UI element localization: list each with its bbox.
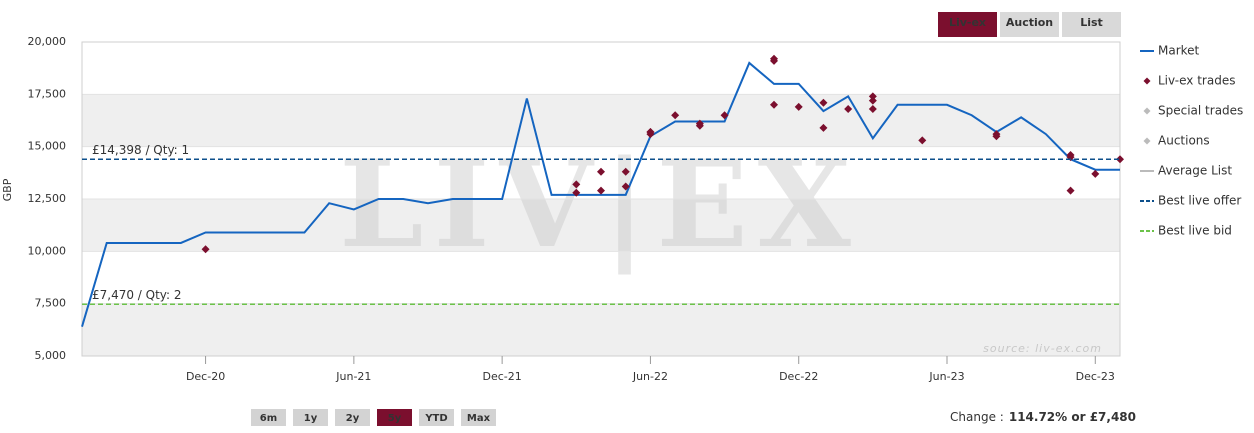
trade-point <box>770 100 778 109</box>
legend-label[interactable]: Best live offer <box>1158 194 1241 208</box>
reference-label: £14,398 / Qty: 1 <box>92 143 189 157</box>
legend-label[interactable]: Average List <box>1158 164 1232 178</box>
legend-symbol <box>1143 77 1151 85</box>
x-tick-label: Dec-22 <box>779 370 818 383</box>
range-button[interactable] <box>293 409 328 426</box>
trade-point <box>720 111 729 120</box>
y-axis-label: GBP <box>1 178 14 201</box>
trade-point <box>844 104 853 113</box>
trade-point <box>572 188 581 197</box>
legend-label[interactable]: Liv-ex trades <box>1158 74 1235 88</box>
legend-label[interactable]: Market <box>1158 44 1200 58</box>
legend-label[interactable]: Best live bid <box>1158 224 1232 238</box>
range-button[interactable] <box>419 409 454 426</box>
trade-point <box>621 167 630 176</box>
trade-point <box>918 136 927 145</box>
trade-point <box>646 128 655 137</box>
trade-point <box>868 104 877 113</box>
range-button[interactable] <box>377 409 412 426</box>
plot-border <box>81 41 1121 357</box>
tab-label: Auction <box>1006 16 1053 29</box>
x-tick-label: Jun-21 <box>335 370 371 383</box>
change-value: 114.72% or £7,480 <box>1009 410 1136 424</box>
reference-label: £7,470 / Qty: 2 <box>92 288 182 302</box>
trade-point <box>819 123 828 132</box>
tab-label: List <box>1080 16 1103 29</box>
range-label: 5y <box>388 413 402 424</box>
trade-point <box>201 245 210 254</box>
x-tick-label: Dec-21 <box>483 370 522 383</box>
range-button[interactable] <box>335 409 370 426</box>
trade-point <box>1066 186 1075 195</box>
y-tick-label: 15,000 <box>28 140 67 153</box>
trade-point <box>695 121 704 130</box>
range-label: 2y <box>346 413 360 424</box>
tab-button[interactable] <box>1062 12 1121 37</box>
trade-point <box>992 132 1001 141</box>
range-label: 6m <box>260 413 277 424</box>
y-tick-label: 5,000 <box>35 349 67 362</box>
legend-symbol <box>1143 137 1151 145</box>
range-label: Max <box>467 413 491 424</box>
trade-point <box>1116 155 1124 164</box>
market-line <box>81 61 1120 327</box>
tab-label: Liv-ex <box>949 16 986 29</box>
credit: source: liv-ex.com <box>983 342 1102 355</box>
tab-button[interactable] <box>1000 12 1059 37</box>
change-label: Change : <box>950 410 1004 424</box>
legend-label[interactable]: Auctions <box>1158 134 1210 148</box>
trade-point <box>597 167 605 176</box>
trade-point <box>1066 151 1075 160</box>
trade-point <box>597 186 605 195</box>
tab-button[interactable] <box>938 12 997 37</box>
legend-label[interactable]: Special trades <box>1158 104 1243 118</box>
range-button[interactable] <box>251 409 286 426</box>
y-tick-label: 10,000 <box>28 244 67 257</box>
trade-point <box>868 96 877 105</box>
trade-point <box>794 102 803 111</box>
range-label: YTD <box>424 413 447 424</box>
x-tick-label: Jun-22 <box>632 370 668 383</box>
trade-point <box>671 111 680 120</box>
trade-point <box>572 180 581 189</box>
watermark: LIV|EX <box>339 134 861 275</box>
y-tick-label: 12,500 <box>28 192 67 205</box>
trade-point <box>819 98 828 107</box>
band <box>82 94 1120 147</box>
range-label: 1y <box>304 413 318 424</box>
x-tick-label: Dec-23 <box>1076 370 1115 383</box>
trade-point <box>868 92 877 101</box>
x-tick-label: Dec-20 <box>186 370 225 383</box>
trade-point <box>770 56 778 65</box>
band <box>82 303 1120 356</box>
y-tick-label: 17,500 <box>28 87 67 100</box>
x-tick-label: Jun-23 <box>928 370 964 383</box>
trade-point <box>621 182 630 191</box>
legend-symbol <box>1143 107 1151 115</box>
trade-point <box>1091 169 1100 178</box>
range-button[interactable] <box>461 409 496 426</box>
band <box>82 199 1120 252</box>
change-text: Change : 114.72% or £7,480 <box>950 410 1136 424</box>
y-tick-label: 20,000 <box>28 35 67 48</box>
y-tick-label: 7,500 <box>35 297 67 310</box>
